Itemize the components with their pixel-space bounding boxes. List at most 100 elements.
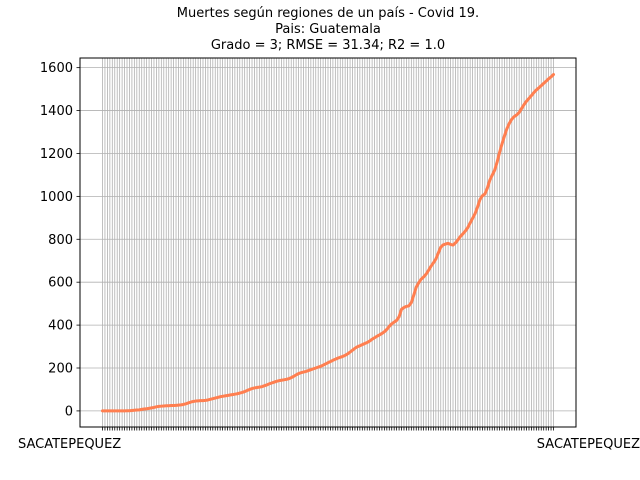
- data-point: [270, 381, 273, 385]
- data-point: [228, 393, 232, 397]
- data-point: [179, 403, 183, 407]
- data-point: [255, 386, 259, 389]
- data-point: [324, 362, 327, 366]
- data-point: [419, 277, 423, 281]
- data-point: [169, 404, 173, 407]
- data-point: [182, 403, 185, 406]
- chart-title: Muertes según regiones de un país - Covi…: [177, 6, 479, 53]
- data-point: [380, 332, 384, 335]
- data-point: [133, 409, 136, 412]
- data-point: [184, 402, 188, 406]
- data-point: [199, 399, 202, 402]
- data-point: [415, 285, 418, 289]
- data-point: [304, 370, 308, 373]
- data-point: [535, 88, 538, 92]
- data-point: [211, 397, 214, 400]
- y-tick-label: 1000: [40, 190, 73, 205]
- data-point: [145, 407, 148, 410]
- data-point: [370, 338, 374, 341]
- data-point: [267, 382, 271, 386]
- data-point: [118, 409, 121, 413]
- data-point: [390, 322, 393, 326]
- y-tick-label: 400: [48, 319, 73, 334]
- y-tick-label: 1600: [40, 61, 73, 76]
- data-point: [231, 393, 234, 396]
- data-point: [520, 107, 523, 110]
- data-point: [417, 281, 420, 285]
- data-point: [481, 194, 484, 197]
- series-points: [101, 73, 555, 413]
- data-point: [537, 86, 540, 90]
- data-point: [331, 359, 335, 362]
- data-point: [459, 235, 462, 238]
- data-point: [106, 409, 109, 413]
- data-point: [275, 380, 278, 383]
- data-point: [194, 399, 197, 403]
- data-point: [351, 349, 354, 352]
- data-point: [444, 242, 447, 246]
- data-point: [280, 379, 283, 382]
- data-point: [388, 325, 391, 328]
- data-point: [321, 364, 325, 367]
- data-point: [167, 404, 170, 407]
- data-point: [346, 352, 349, 356]
- y-tick-label: 0: [65, 404, 73, 419]
- data-point: [111, 409, 114, 413]
- data-point: [549, 75, 553, 79]
- data-point: [329, 360, 332, 363]
- chart-title-line-2: Pais: Guatemala: [275, 22, 381, 37]
- data-point: [218, 395, 222, 398]
- data-point: [392, 320, 396, 324]
- data-point: [522, 103, 526, 106]
- data-point: [476, 205, 479, 209]
- data-point: [172, 404, 175, 407]
- data-point: [464, 229, 467, 233]
- data-point: [442, 243, 445, 247]
- data-point: [108, 409, 112, 413]
- chart-title-line-1: Muertes según regiones de un país - Covi…: [177, 6, 479, 21]
- data-point: [116, 409, 119, 413]
- data-point: [341, 355, 344, 358]
- data-point: [177, 403, 180, 407]
- data-point: [238, 391, 241, 395]
- data-point: [263, 384, 266, 388]
- data-point: [339, 356, 342, 359]
- data-point: [397, 315, 401, 318]
- data-point: [236, 392, 239, 395]
- data-point: [265, 383, 268, 387]
- data-point: [226, 394, 229, 397]
- data-point: [361, 343, 364, 346]
- y-tick-label: 800: [48, 233, 73, 248]
- data-point: [312, 367, 315, 371]
- data-point: [424, 273, 428, 276]
- data-point: [544, 79, 548, 83]
- data-point: [309, 368, 313, 371]
- data-point: [147, 407, 151, 410]
- data-point: [491, 173, 494, 177]
- data-point: [250, 387, 254, 390]
- data-point: [272, 380, 276, 384]
- data-point: [410, 301, 413, 304]
- data-point: [204, 399, 207, 402]
- data-point: [525, 99, 528, 103]
- data-point: [532, 91, 536, 94]
- data-point: [540, 84, 543, 87]
- data-point: [383, 330, 386, 333]
- data-point: [486, 187, 489, 190]
- data-point: [260, 385, 264, 388]
- data-point: [142, 407, 146, 411]
- data-point: [527, 97, 531, 100]
- data-point: [165, 404, 168, 407]
- data-point: [221, 395, 224, 398]
- data-point: [113, 409, 116, 413]
- data-point: [174, 404, 178, 407]
- data-point: [373, 336, 376, 339]
- data-point: [196, 399, 200, 403]
- data-point: [368, 339, 371, 343]
- data-point: [500, 142, 504, 146]
- data-point: [152, 406, 156, 409]
- data-point: [334, 358, 337, 361]
- data-point: [233, 392, 237, 396]
- data-point: [505, 127, 509, 130]
